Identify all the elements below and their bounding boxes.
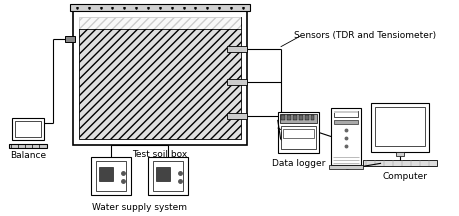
Bar [283,129,314,138]
Bar [330,165,363,169]
Bar [73,11,247,145]
Bar [227,113,247,119]
Bar [310,115,314,120]
Bar [278,112,319,153]
Text: Computer: Computer [382,172,427,181]
Bar [149,157,188,195]
Bar [304,115,308,120]
Bar [281,115,285,120]
Bar [334,120,358,124]
Bar [79,17,241,139]
Bar [153,161,183,191]
Bar [99,167,113,181]
Bar [15,121,41,137]
Bar [91,157,131,195]
Text: Data logger: Data logger [272,159,325,168]
Bar [334,111,358,117]
Bar [65,36,75,42]
Bar [227,46,247,52]
Bar [12,118,44,140]
Bar [157,167,170,181]
Bar [363,160,437,166]
Bar [396,152,404,156]
Bar [287,115,291,120]
Text: Balance: Balance [10,151,46,160]
Bar [281,126,316,149]
Text: Water supply system: Water supply system [92,203,187,212]
Bar [79,17,241,29]
Bar [96,161,126,191]
Text: Test soil box: Test soil box [132,151,188,159]
Bar [371,103,429,152]
Bar [227,79,247,85]
Bar [334,111,358,113]
Bar [9,144,47,148]
Bar [293,115,297,120]
Bar [298,115,302,120]
Bar [70,4,250,11]
Bar [375,107,425,146]
Bar [331,108,361,165]
Text: Sensors (TDR and Tensiometer): Sensors (TDR and Tensiometer) [294,32,436,40]
Bar [280,114,318,123]
